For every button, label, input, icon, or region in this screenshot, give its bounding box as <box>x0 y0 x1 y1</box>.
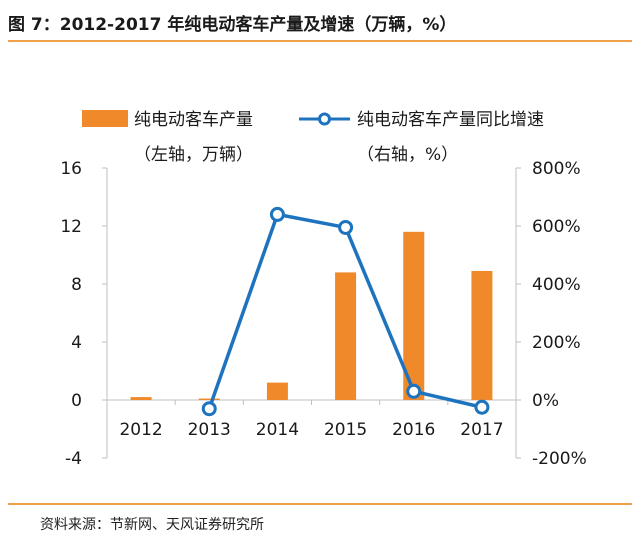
left-tick-label: 16 <box>60 159 82 179</box>
legend-bar-swatch <box>82 110 128 127</box>
plot-area: -4 0 4 8 12 16 -200% 0% 200% 400% 600% 800% 2012 2013… <box>60 159 586 469</box>
right-tick-label: 400% <box>532 275 581 295</box>
growth-point-2013 <box>201 401 217 417</box>
legend: 纯电动客车产量 （左轴，万辆） 纯电动客车产量同比增速 （右轴，%） <box>82 110 544 165</box>
chart: 纯电动客车产量 （左轴，万辆） 纯电动客车产量同比增速 （右轴，%） -4 0 4 8… <box>60 110 587 469</box>
bar-2016 <box>403 231 425 400</box>
bar-2017 <box>471 270 493 400</box>
right-tick-label: 200% <box>532 333 581 353</box>
figure-title: 图 7：2012-2017 年纯电动客车产量及增速（万辆，%） <box>8 15 457 35</box>
right-tick-label: -200% <box>532 449 587 469</box>
right-tick-label: 0% <box>532 391 559 411</box>
legend-bar-label: 纯电动客车产量 <box>134 110 253 130</box>
right-tick-label: 600% <box>532 217 581 237</box>
right-tick-label: 800% <box>532 159 581 179</box>
legend-bar-note: （左轴，万辆） <box>134 145 253 165</box>
growth-point-2015 <box>338 219 354 235</box>
x-tick-label: 2012 <box>119 420 162 440</box>
left-tick-label: 12 <box>60 217 82 237</box>
growth-point-2017 <box>474 399 490 415</box>
left-tick-label: 0 <box>71 391 82 411</box>
left-tick-label: 8 <box>71 275 82 295</box>
bar-2014 <box>266 382 288 400</box>
x-tick-label: 2013 <box>188 420 231 440</box>
growth-point-2014 <box>269 206 285 222</box>
bar-2015 <box>335 272 357 400</box>
x-tick-label: 2016 <box>392 420 435 440</box>
bar-2012 <box>130 397 152 400</box>
legend-line-note: （右轴，%） <box>357 145 458 165</box>
x-tick-label: 2014 <box>256 420 299 440</box>
legend-line-marker <box>318 112 331 126</box>
x-tick-label: 2015 <box>324 420 367 440</box>
bottom-divider <box>8 503 632 505</box>
growth-point-2016 <box>406 383 422 399</box>
bar-2013 <box>198 398 220 400</box>
left-tick-label: -4 <box>65 449 82 469</box>
legend-line-label: 纯电动客车产量同比增速 <box>357 110 544 130</box>
x-tick-label: 2017 <box>460 420 503 440</box>
source-note: 资料来源：节新网、天风证券研究所 <box>40 517 264 533</box>
left-tick-label: 4 <box>71 333 82 353</box>
top-divider <box>8 40 632 42</box>
